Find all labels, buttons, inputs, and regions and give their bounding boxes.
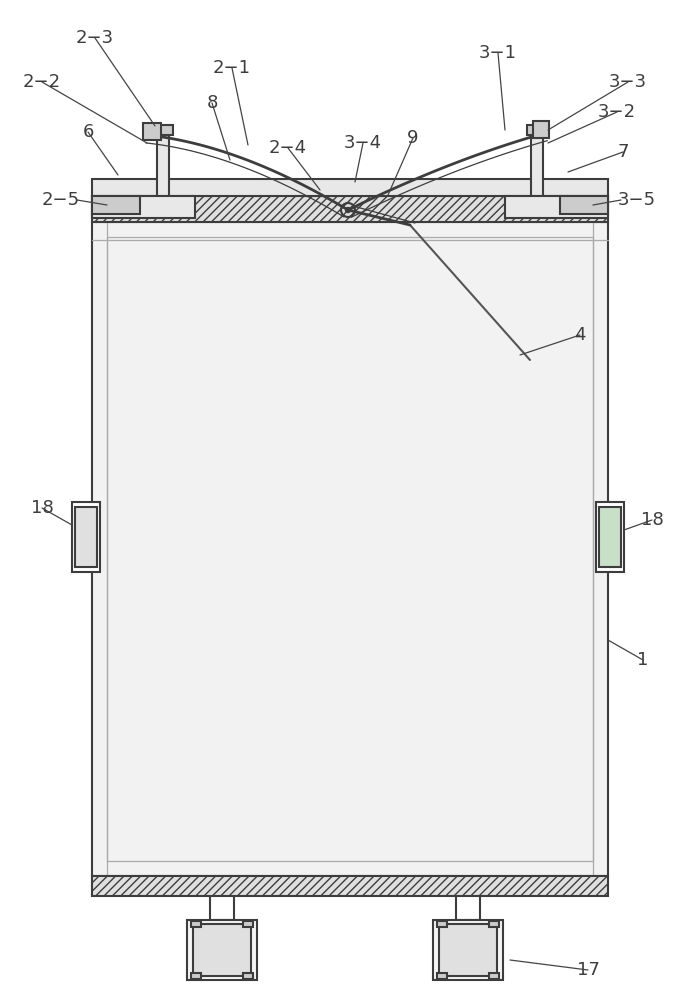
Bar (191, 973, 201, 979)
Bar (533, 121, 549, 138)
Bar (489, 921, 499, 927)
Text: 3−2: 3−2 (598, 103, 636, 121)
Bar (187, 920, 257, 980)
Text: 6: 6 (82, 123, 94, 141)
Bar (439, 924, 497, 976)
Text: 2−4: 2−4 (269, 139, 307, 157)
Bar (153, 125, 173, 135)
Bar (92, 179, 608, 196)
Text: 3−5: 3−5 (618, 191, 656, 209)
Bar (433, 920, 503, 980)
Bar (243, 973, 253, 979)
Bar (92, 196, 195, 218)
Text: 3−4: 3−4 (344, 134, 382, 152)
Text: 18: 18 (640, 511, 663, 529)
Bar (191, 921, 201, 927)
Bar (92, 196, 140, 214)
Text: 2−2: 2−2 (23, 73, 61, 91)
Bar (143, 123, 161, 140)
Text: 2−5: 2−5 (42, 191, 80, 209)
Bar (489, 973, 499, 979)
Text: 1: 1 (638, 651, 649, 669)
Text: 17: 17 (576, 961, 599, 979)
Text: 7: 7 (617, 143, 628, 161)
Text: 8: 8 (206, 94, 218, 112)
Bar (92, 196, 608, 222)
Bar (193, 924, 251, 976)
Bar (531, 130, 543, 196)
Bar (243, 921, 253, 927)
Circle shape (345, 208, 351, 213)
Bar (527, 125, 547, 135)
Text: 3−3: 3−3 (609, 73, 647, 91)
Bar (75, 507, 97, 567)
Bar (505, 196, 608, 218)
Bar (92, 222, 608, 876)
Bar (596, 502, 624, 572)
Text: 18: 18 (31, 499, 54, 517)
Bar (107, 237, 593, 861)
Bar (157, 130, 169, 196)
Text: 3−1: 3−1 (479, 44, 517, 62)
Text: 4: 4 (574, 326, 586, 344)
Bar (560, 196, 608, 214)
Text: 9: 9 (407, 129, 419, 147)
Bar (437, 973, 447, 979)
Bar (437, 921, 447, 927)
Text: 2−1: 2−1 (213, 59, 251, 77)
Bar (92, 876, 608, 896)
Bar (599, 507, 621, 567)
Bar (72, 502, 100, 572)
Text: 2−3: 2−3 (76, 29, 114, 47)
